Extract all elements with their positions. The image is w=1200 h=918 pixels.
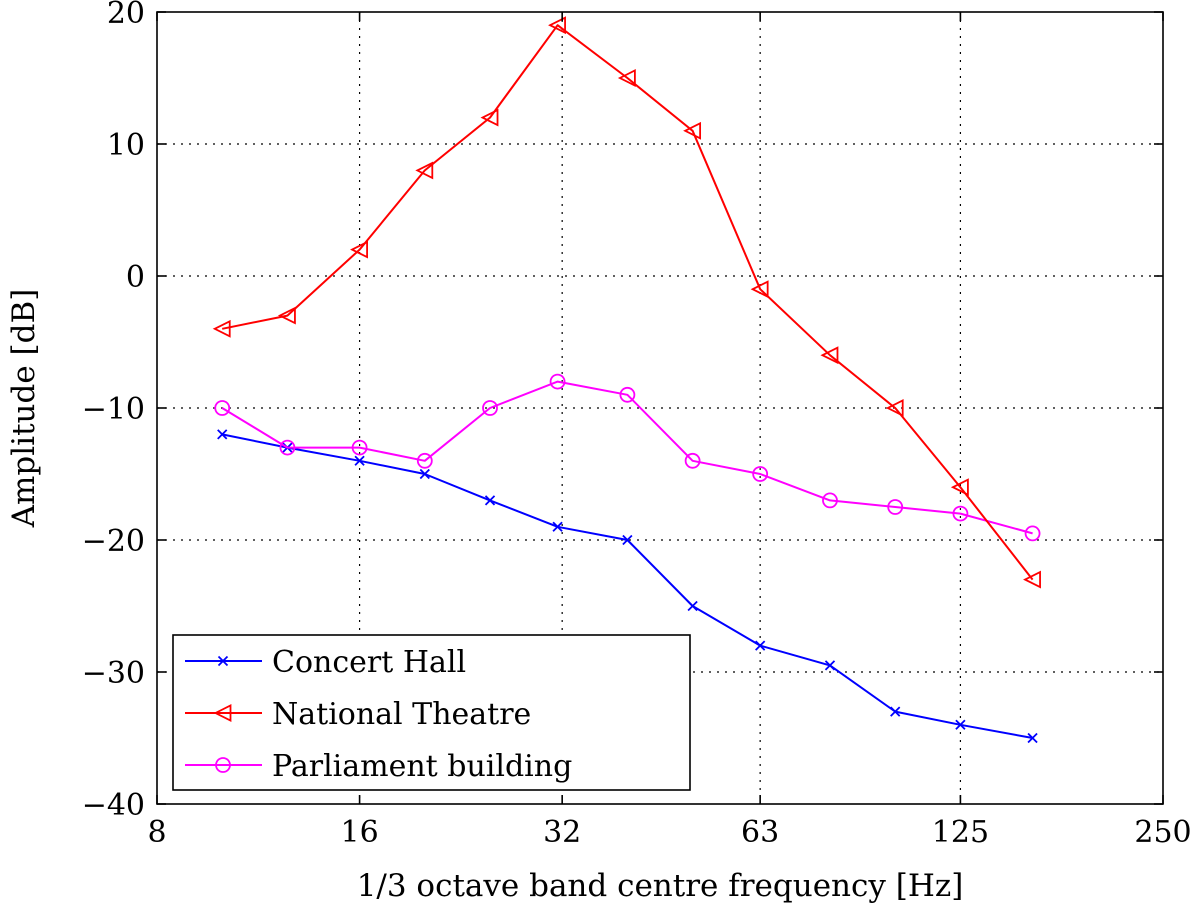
data-point	[684, 452, 701, 469]
legend-marker	[215, 757, 231, 773]
y-tick-label: 10	[107, 128, 145, 163]
data-point	[1023, 570, 1041, 589]
data-point	[955, 719, 966, 730]
data-point	[820, 346, 839, 365]
data-point	[887, 499, 904, 515]
data-point	[415, 161, 434, 180]
y-tick-label: −30	[82, 656, 145, 691]
data-point	[212, 319, 231, 338]
data-point	[890, 706, 901, 717]
series-line	[221, 380, 1033, 535]
legend: Concert Hall National Theatre Parliament b…	[172, 634, 691, 791]
data-point	[552, 521, 563, 532]
series-line	[222, 24, 1034, 581]
data-point	[277, 306, 296, 325]
y-tick-label: 20	[107, 0, 145, 31]
x-tick-label: 8	[147, 815, 166, 850]
data-point	[1024, 525, 1041, 542]
data-point	[350, 240, 368, 259]
data-point	[687, 600, 698, 612]
legend-entry: Concert Hall	[185, 645, 466, 680]
x-axis-label: 1/3 octave band centre frequency [Hz]	[357, 868, 964, 904]
data-point	[824, 660, 836, 671]
data-point	[351, 439, 368, 456]
data-point	[617, 69, 636, 87]
legend-label: Concert Hall	[272, 645, 466, 680]
ticks: 8 16 32 63 125 250 −40 −30 −20 −10 0 10 20	[82, 0, 1192, 850]
x-tick-label: 63	[741, 815, 779, 850]
data-point	[952, 505, 969, 522]
series-national-theatre	[212, 16, 1041, 589]
x-tick-label: 32	[543, 815, 581, 850]
y-tick-label: −40	[82, 788, 145, 823]
data-point	[755, 640, 766, 651]
legend-marker	[213, 704, 232, 722]
data-point	[354, 455, 365, 466]
series-parliament-building	[214, 373, 1041, 542]
data-point	[214, 400, 231, 416]
legend-marker	[217, 655, 229, 667]
data-point	[482, 400, 498, 416]
data-point	[548, 16, 566, 35]
data-point	[416, 452, 433, 469]
y-tick-label: −10	[82, 392, 145, 427]
data-point	[622, 534, 633, 546]
data-point	[822, 492, 838, 509]
data-point	[750, 280, 769, 299]
data-point	[419, 468, 430, 480]
data-point	[1027, 732, 1038, 744]
data-point	[549, 373, 566, 390]
series-concert-hall	[217, 429, 1038, 744]
y-tick-label: −20	[82, 524, 145, 559]
data-point	[279, 439, 296, 456]
series-layer	[212, 16, 1041, 744]
data-point	[480, 108, 499, 127]
x-tick-label: 125	[932, 815, 989, 850]
y-axis-label: Amplitude [dB]	[6, 289, 42, 529]
data-point	[217, 429, 228, 440]
data-point	[950, 478, 969, 497]
data-point	[619, 386, 636, 403]
legend-label: National Theatre	[272, 697, 531, 732]
legend-label: Parliament building	[272, 749, 572, 784]
x-tick-label: 16	[340, 815, 378, 850]
data-point	[484, 495, 496, 506]
data-point	[885, 399, 904, 417]
data-point	[683, 121, 702, 140]
data-point	[752, 466, 769, 482]
legend-entry: Parliament building	[185, 749, 572, 784]
y-tick-label: 0	[126, 260, 145, 295]
x-tick-label: 250	[1134, 815, 1191, 850]
legend-entry: National Theatre	[185, 697, 531, 732]
